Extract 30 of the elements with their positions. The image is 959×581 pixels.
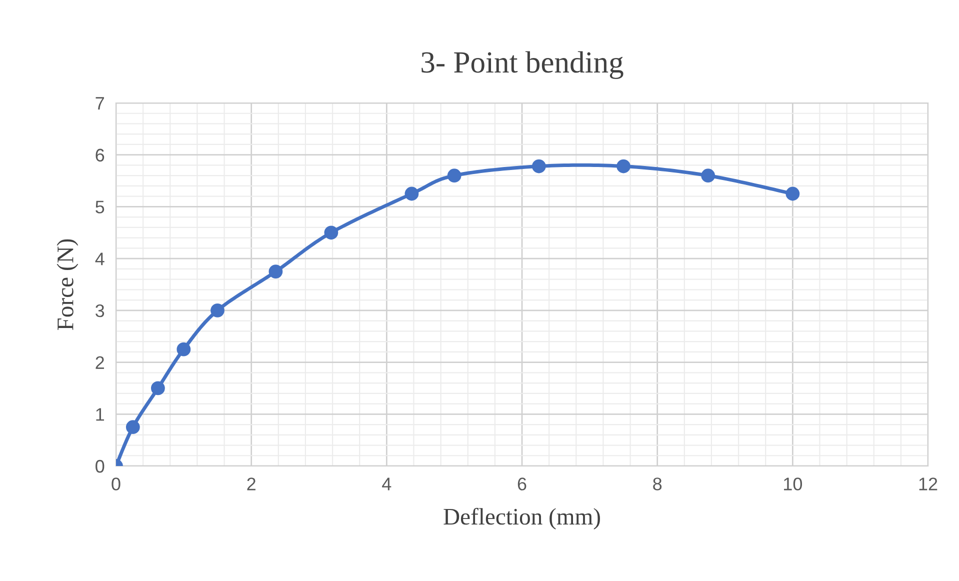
x-axis-title: Deflection (mm) [444,508,600,530]
point [176,342,191,356]
point [701,168,716,183]
point [151,381,165,396]
x-tick-label: 0 [112,478,120,490]
y-tick-label: 1 [96,408,104,421]
x-tick-label: 2 [247,478,256,490]
point [324,226,338,240]
point [210,303,224,318]
x-tick-label: 6 [518,478,526,490]
point [786,186,800,201]
point [404,186,419,201]
y-tick-label: 6 [96,148,104,162]
y-tick-label: 4 [95,252,104,266]
y-axis-title: Force (N) [56,239,78,330]
y-tick-label: 0 [96,460,104,473]
x-tick-label: 12 [919,478,938,490]
point [616,159,630,174]
point [532,159,546,174]
x-tick-label: 8 [653,478,662,490]
y-tick-label: 5 [96,200,104,214]
y-tick-label: 2 [96,356,104,369]
x-tick-label: 4 [382,478,392,490]
point [447,168,462,183]
y-tick-label: 7 [96,97,104,110]
y-tick-label: 3 [96,304,104,318]
x-tick-label: 10 [784,478,802,490]
point [268,264,283,278]
point [126,420,140,434]
chart-title: 3- Point bending [422,51,624,80]
